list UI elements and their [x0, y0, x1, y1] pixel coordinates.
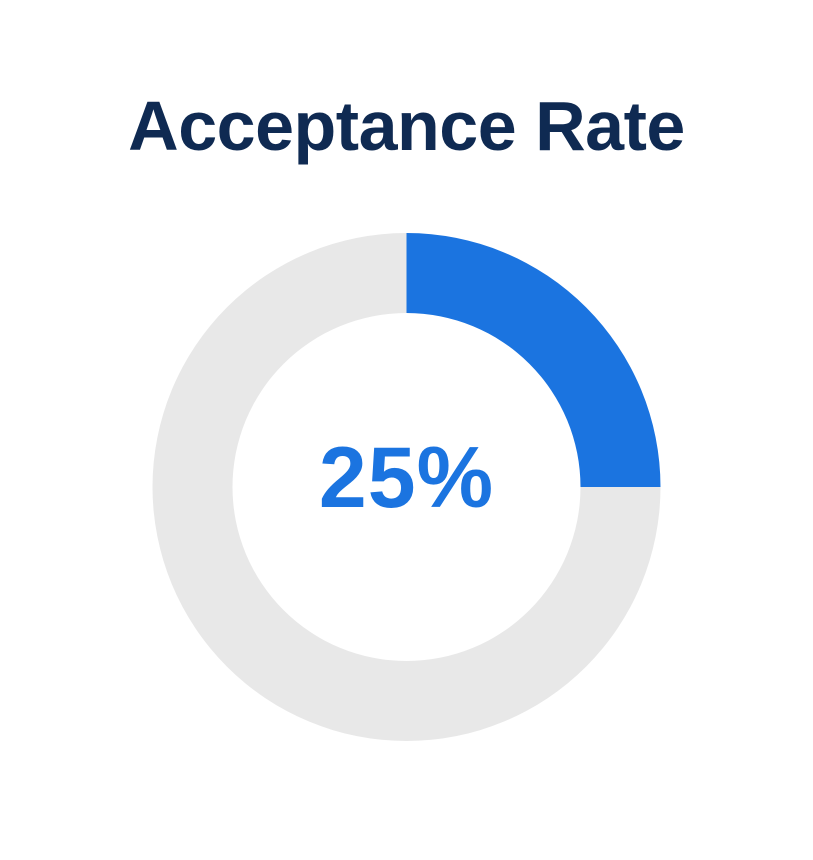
- center-percentage-label: 25%: [318, 430, 495, 526]
- donut-slice-remaining: [152, 233, 661, 741]
- chart-title: Acceptance Rate: [128, 87, 685, 165]
- donut-slice-accepted: [406, 233, 661, 487]
